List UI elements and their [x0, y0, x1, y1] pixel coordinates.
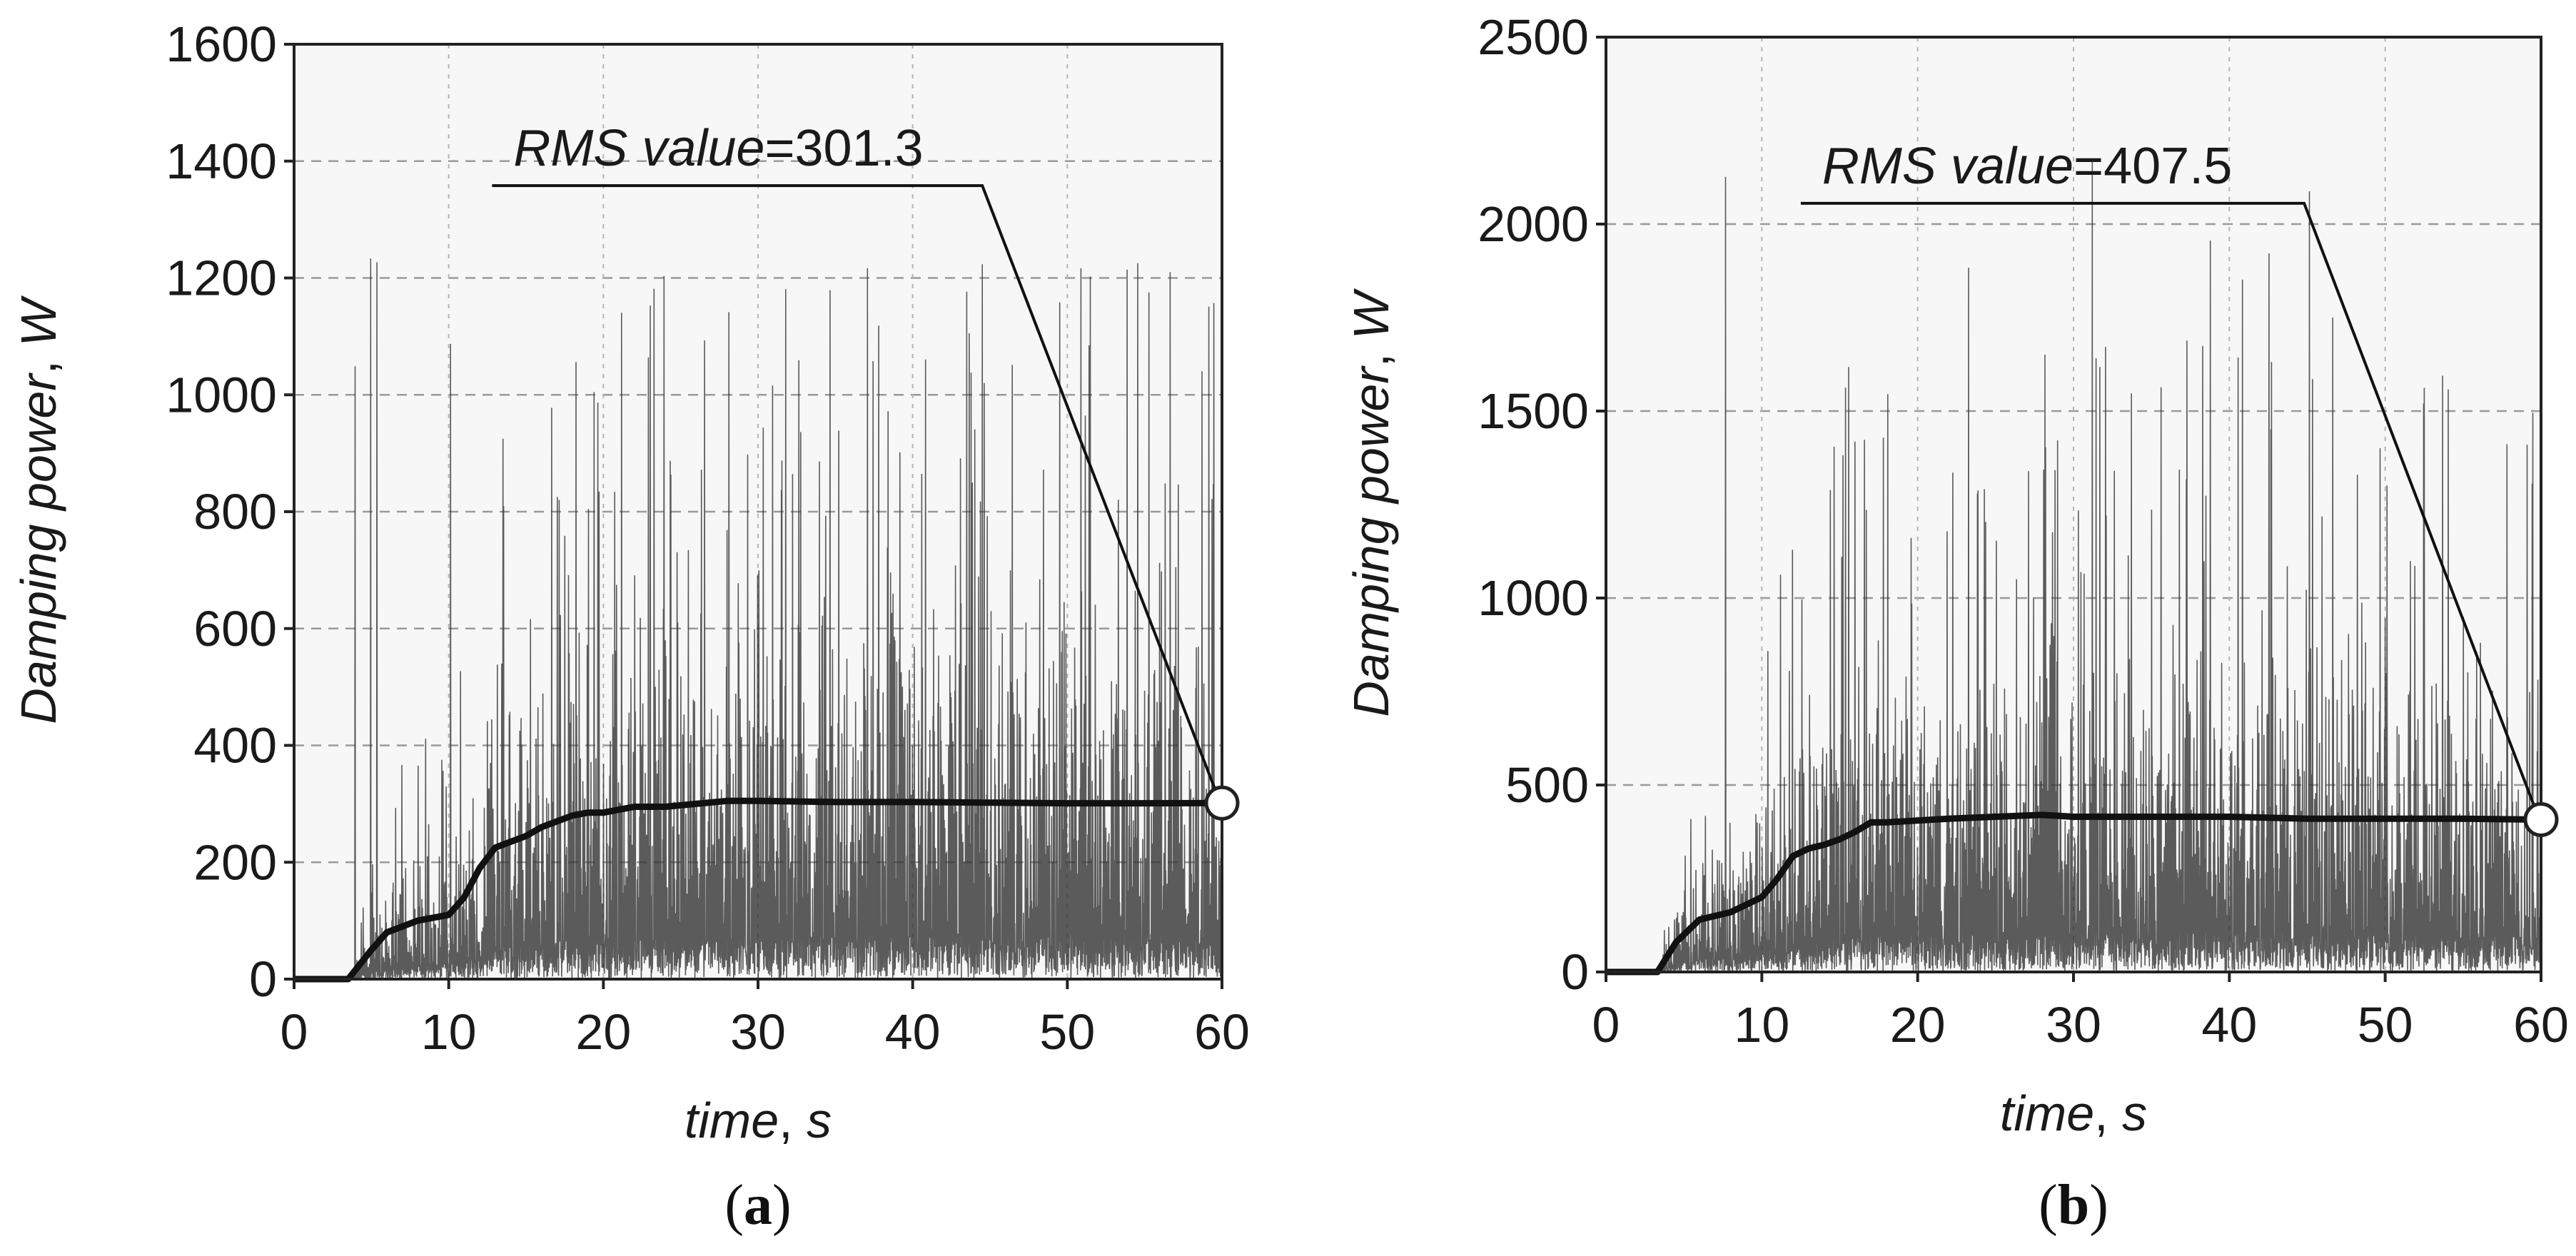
panel-caption-a: (a) [724, 1174, 791, 1237]
y-tick-label: 400 [193, 718, 277, 774]
ticks-b: 0 500 1000 1500 2000 2500 0 10 20 30 40 50 60 [1478, 9, 2569, 1053]
x-tick-label: 30 [730, 1004, 786, 1060]
y-tick-label: 1200 [166, 250, 277, 306]
panel-caption-letter-a: a [744, 1174, 772, 1237]
signal-series-b [1606, 161, 2542, 974]
x-tick-label: 10 [421, 1004, 477, 1060]
y-axis-label-b: Damping power, W [1343, 288, 1399, 716]
y-tick-label: 800 [193, 484, 277, 540]
y-tick-label: 0 [1561, 944, 1589, 1000]
rms-marker-b [2523, 801, 2559, 837]
rms-marker-a [1204, 785, 1240, 821]
x-tick-label: 0 [1592, 997, 1620, 1053]
y-tick-label: 2500 [1478, 9, 1589, 65]
rms-annotation-label-b: RMS value [1822, 138, 2074, 195]
rms-leader-line-b [1800, 201, 2535, 806]
chart-panel-a: 0 200 400 600 800 1000 1200 1400 1600 0 10 20 30 40 50… [11, 16, 1250, 1237]
x-tick-label: 0 [281, 1004, 308, 1060]
rms-annotation-eq-a: = [764, 120, 794, 177]
y-tick-label: 1400 [166, 133, 277, 189]
y-tick-label: 0 [249, 951, 277, 1007]
y-tick-label: 1600 [166, 16, 277, 72]
x-tick-label: 20 [1890, 997, 1946, 1053]
y-tick-label: 200 [193, 834, 277, 890]
rms-curve-b [1606, 811, 2542, 976]
x-axis-label-unit-b: s [2122, 1085, 2147, 1141]
y-axis-label-unit-a: W [11, 295, 66, 346]
rms-annotation-label-a: RMS value [513, 120, 764, 177]
y-axis-label-a: Damping power, W [11, 295, 66, 724]
y-tick-label: 2000 [1478, 196, 1589, 252]
panel-caption-b: (b) [2039, 1174, 2108, 1237]
y-axis-label-main-b: Damping power [1343, 365, 1399, 717]
rms-annotation-a: RMS value=301.3 [513, 120, 923, 177]
signal-trace [1606, 161, 2542, 974]
signal-series-a [294, 258, 1223, 981]
x-tick-label: 60 [2513, 997, 2569, 1053]
x-tick-label: 40 [2201, 997, 2257, 1053]
signal-trace [294, 258, 1223, 981]
x-tick-label: 60 [1194, 1004, 1250, 1060]
y-axis-label-unit-b: W [1343, 288, 1399, 339]
x-axis-label-main-a: time [685, 1093, 779, 1148]
y-tick-label: 1000 [1478, 570, 1589, 626]
rms-annotation-value-a: 301.3 [795, 120, 924, 177]
rms-leader-line-a [492, 184, 1216, 790]
x-tick-label: 50 [1039, 1004, 1095, 1060]
x-tick-label: 40 [885, 1004, 941, 1060]
ticks-a: 0 200 400 600 800 1000 1200 1400 1600 0 10 20 30 40 50… [166, 16, 1250, 1060]
x-tick-label: 30 [2046, 997, 2101, 1053]
x-axis-label-unit-a: s [807, 1093, 832, 1148]
x-tick-label: 10 [1734, 997, 1789, 1053]
x-tick-label: 50 [2358, 997, 2413, 1053]
y-tick-label: 1500 [1478, 383, 1589, 439]
x-axis-label-b: time, s [2000, 1085, 2147, 1141]
chart-panel-b: 0 500 1000 1500 2000 2500 0 10 20 30 40 50 60 RMS va… [1343, 9, 2569, 1237]
y-tick-label: 1000 [166, 367, 277, 422]
panel-caption-letter-b: b [2058, 1174, 2090, 1237]
rms-annotation-eq-b: = [2074, 138, 2103, 195]
x-axis-label-a: time, s [685, 1093, 832, 1148]
x-tick-label: 20 [575, 1004, 631, 1060]
y-tick-label: 500 [1505, 757, 1589, 813]
y-axis-label-main-a: Damping power [11, 373, 66, 724]
y-tick-label: 600 [193, 601, 277, 657]
x-axis-label-main-b: time [2000, 1085, 2094, 1141]
rms-annotation-b: RMS value=407.5 [1822, 138, 2232, 195]
rms-annotation-value-b: 407.5 [2103, 138, 2232, 195]
rms-curve-a [294, 797, 1223, 983]
